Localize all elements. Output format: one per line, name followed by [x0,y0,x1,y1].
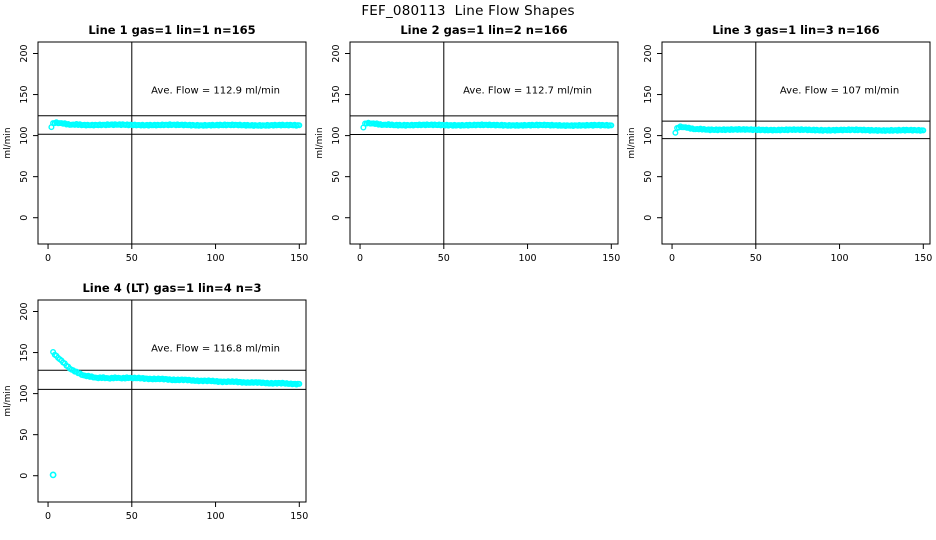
panel-title: Line 3 gas=1 lin=3 n=166 [712,23,879,37]
data-points [360,119,615,131]
x-axis-tick-label: 0 [669,253,675,264]
flow-panel-line-3: Line 3 gas=1 lin=3 n=166 0 50 100 150 0 50 100 1… [624,22,936,280]
plot-box [661,41,931,245]
panel-chart-svg-2: Line 2 gas=1 lin=2 n=166 0 50 100 150 0 50 100 1… [315,23,620,264]
y-axis-tick-label: 0 [19,473,30,479]
panel-chart-svg-1: Line 1 gas=1 lin=1 n=165 0 50 100 150 0 50 100 1… [3,23,308,264]
y-axis-tick-label: 150 [643,85,654,103]
x-axis-tick-label: 100 [206,511,224,522]
y-axis-tick-label: 200 [19,44,30,62]
y-axis-tick-label: 50 [331,171,342,183]
x-axis-tick-label: 50 [750,253,762,264]
plot-box [349,41,619,245]
plot-box [37,299,307,503]
data-point [296,122,303,129]
x-axis-tick-label: 150 [914,253,932,264]
flow-panel-line-2: Line 2 gas=1 lin=2 n=166 0 50 100 150 0 50 100 1… [312,22,624,280]
y-axis-tick-label: 150 [19,343,30,361]
y-axis-tick-label: 0 [19,215,30,221]
x-axis-tick-label: 150 [290,511,308,522]
y-axis-tick-label: 200 [643,44,654,62]
data-point [296,380,303,387]
y-axis-tick-label: 100 [331,127,342,145]
y-axis-tick-label: 50 [19,171,30,183]
x-axis-tick-label: 150 [290,253,308,264]
data-points [49,348,303,479]
page-title: FEF_080113 Line Flow Shapes [361,3,575,19]
x-axis-tick-label: 0 [45,511,51,522]
avg-flow-annotation: Ave. Flow = 112.7 ml/min [463,86,592,97]
x-axis-tick-label: 50 [438,253,450,264]
x-axis-tick-label: 50 [126,511,138,522]
x-axis-tick-label: 100 [518,253,536,264]
y-axis-tick-label: 200 [19,302,30,320]
panel-chart-svg-4: Line 4 (LT) gas=1 lin=4 n=3 0 50 100 150 0 50 1… [3,281,308,522]
x-axis-tick-label: 150 [602,253,620,264]
avg-flow-annotation: Ave. Flow = 112.9 ml/min [151,86,280,97]
x-axis-tick-label: 0 [45,253,51,264]
data-points [672,123,927,136]
panel-chart-svg-3: Line 3 gas=1 lin=3 n=166 0 50 100 150 0 50 100 1… [627,23,932,264]
y-axis-tick-label: 100 [643,127,654,145]
panels-grid: Line 1 gas=1 lin=1 n=165 0 50 100 150 0 50 100 1… [0,22,936,538]
data-point [672,129,679,136]
y-axis-tick-label: 0 [643,215,654,221]
x-axis-tick-label: 100 [830,253,848,264]
y-axis-tick-label: 200 [331,44,342,62]
panel-title: Line 4 (LT) gas=1 lin=4 n=3 [82,281,261,295]
y-axis-tick-label: 100 [19,385,30,403]
data-points [48,119,303,131]
page-header: FEF_080113 Line Flow Shapes [0,0,936,22]
y-axis-label: ml/min [627,127,637,158]
flow-panel-line-4: Line 4 (LT) gas=1 lin=4 n=3 0 50 100 150 0 50 1… [0,280,312,538]
y-axis-label: ml/min [3,127,13,158]
y-axis-tick-label: 0 [331,215,342,221]
outlier-data-point [49,471,57,479]
y-axis-tick-label: 50 [19,429,30,441]
x-axis-tick-label: 0 [357,253,363,264]
avg-flow-annotation: Ave. Flow = 107 ml/min [780,86,899,97]
y-axis-tick-label: 150 [331,85,342,103]
y-axis-label: ml/min [3,385,13,416]
plot-box [37,41,307,245]
x-axis-tick-label: 50 [126,253,138,264]
panel-title: Line 2 gas=1 lin=2 n=166 [400,23,567,37]
data-point [920,127,927,134]
y-axis-tick-label: 150 [19,85,30,103]
avg-flow-annotation: Ave. Flow = 116.8 ml/min [151,344,280,355]
y-axis-label: ml/min [315,127,325,158]
panel-title: Line 1 gas=1 lin=1 n=165 [88,23,255,37]
y-axis-tick-label: 100 [19,127,30,145]
x-axis-tick-label: 100 [206,253,224,264]
flow-panel-line-1: Line 1 gas=1 lin=1 n=165 0 50 100 150 0 50 100 1… [0,22,312,280]
y-axis-tick-label: 50 [643,171,654,183]
data-point [608,122,615,129]
